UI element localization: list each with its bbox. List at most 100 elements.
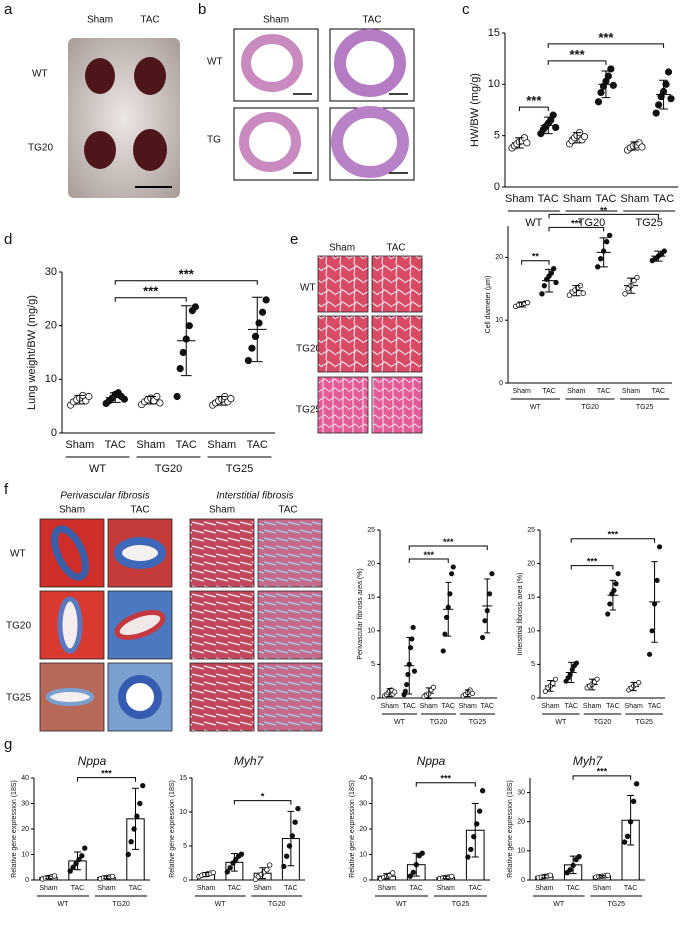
significance-label: *** — [587, 557, 598, 567]
error-bar — [383, 873, 391, 880]
error-bar — [659, 79, 668, 110]
data-point — [227, 865, 233, 871]
y-tick-label: 5 — [183, 843, 187, 850]
data-point — [603, 238, 610, 245]
group-label: WT — [555, 719, 567, 726]
significance-bracket — [518, 106, 549, 112]
data-point — [244, 356, 252, 365]
significance-bracket — [233, 800, 292, 805]
x-tick-label: Sham — [583, 703, 601, 710]
myocyte-tiles — [317, 255, 423, 434]
data-point — [283, 853, 290, 859]
y-axis-label: Relative gene expression (18S) — [169, 780, 176, 878]
group-label: TG20 — [594, 719, 612, 726]
data-point — [524, 299, 531, 306]
error-bar — [543, 116, 553, 135]
x-tick-label: Sham — [593, 885, 611, 892]
data-point — [173, 392, 181, 401]
vessels — [46, 525, 166, 719]
x-tick-label: TAC — [228, 885, 241, 892]
y-axis-label: HW/BW (mg/g) — [469, 73, 481, 147]
data-point — [238, 851, 245, 857]
panel-label: g — [4, 736, 12, 753]
data-point — [442, 631, 448, 637]
y-tick-label: 30 — [45, 266, 57, 278]
y-tick-label: 40 — [359, 775, 367, 782]
x-tick-label: TAC — [595, 193, 616, 205]
y-axis-label: Relative gene expression (18S) — [349, 780, 356, 878]
chart-title: Nppa — [417, 754, 446, 768]
y-tick-label: 0 — [521, 877, 525, 884]
group-label: WT — [89, 463, 106, 475]
panel-label: f — [4, 481, 9, 498]
data-point — [79, 853, 85, 859]
y-tick-label: 5 — [371, 661, 375, 668]
panel-label: e — [290, 231, 298, 248]
data-point — [548, 270, 555, 276]
data-point — [440, 648, 446, 654]
data-point — [609, 81, 617, 89]
error-bar — [544, 268, 554, 293]
x-tick-label: TAC — [247, 439, 268, 451]
x-tick-label: Sham — [253, 885, 271, 892]
y-axis-label: Interstitial fibrosis area (%) — [517, 573, 524, 656]
column-label: TAC — [362, 15, 381, 26]
significance-label: ** — [600, 205, 608, 215]
x-tick-label: Sham — [567, 388, 585, 395]
y-tick-label: 30 — [21, 800, 29, 807]
data-point — [137, 800, 143, 807]
data-point — [156, 399, 164, 407]
x-tick-label: TAC — [71, 885, 84, 892]
y-tick-label: 5 — [531, 661, 535, 668]
y-tick-label: 0 — [363, 877, 367, 884]
data-point — [482, 618, 488, 624]
error-bar — [216, 396, 228, 406]
y-tick-label: 10 — [527, 628, 535, 635]
section-title: Interstitial fibrosis — [216, 491, 293, 502]
y-tick-label: 10 — [488, 78, 500, 90]
error-bar — [572, 285, 581, 297]
y-tick-label: 10 — [21, 851, 29, 858]
data-point — [661, 248, 668, 254]
column-label: TAC — [130, 505, 149, 516]
data-point — [407, 873, 413, 879]
row-label: WT — [300, 283, 316, 294]
error-bar — [547, 680, 554, 692]
data-point — [262, 296, 270, 304]
error-bar — [572, 132, 582, 144]
heart — [85, 58, 115, 94]
data-point — [622, 291, 628, 297]
data-point — [523, 139, 531, 147]
error-bar — [180, 305, 192, 377]
significance-bracket — [547, 60, 607, 65]
y-tick-label: 0 — [499, 380, 503, 387]
data-point — [580, 133, 589, 141]
x-tick-label: Sham — [437, 885, 455, 892]
y-axis-label: Relative gene expression (18S) — [11, 780, 18, 878]
data-point — [624, 833, 631, 839]
x-tick-label: Sham — [535, 885, 553, 892]
significance-label: *** — [143, 284, 159, 299]
significance-bracket — [415, 782, 476, 787]
group-label: TG20 — [112, 901, 130, 908]
column-label: Sham — [87, 15, 113, 26]
y-tick-label: 15 — [179, 775, 187, 782]
data-point — [633, 781, 640, 787]
data-point — [185, 322, 193, 330]
x-tick-label: TAC — [538, 193, 559, 205]
error-bar — [145, 396, 157, 405]
significance-bracket — [547, 43, 665, 48]
data-point — [553, 279, 559, 286]
data-point — [476, 808, 483, 814]
group-label: WT — [525, 217, 542, 229]
heart-photo — [68, 38, 180, 198]
data-point — [449, 873, 455, 880]
chart-title: Myh7 — [234, 754, 265, 768]
significance-label: *** — [101, 769, 112, 779]
data-point — [179, 348, 187, 357]
data-point — [128, 839, 134, 845]
y-tick-label: 10 — [367, 628, 375, 635]
x-tick-label: TAC — [481, 703, 494, 710]
data-point — [552, 123, 560, 132]
scale-bars — [293, 93, 408, 174]
